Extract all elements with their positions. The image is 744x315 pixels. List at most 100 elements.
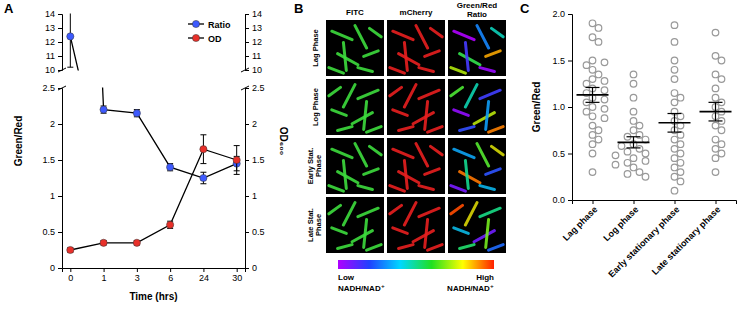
colorbar-label: High xyxy=(476,273,494,282)
tick: Log phase xyxy=(601,200,640,243)
tick: 10 xyxy=(245,65,262,75)
point xyxy=(671,99,678,106)
point xyxy=(677,141,684,148)
tick-label: Late stationary phase xyxy=(650,204,723,277)
tick-mark xyxy=(58,196,62,197)
point xyxy=(718,150,725,157)
tick-mark xyxy=(58,124,62,125)
point xyxy=(589,57,596,64)
tick-label: 14 xyxy=(45,9,55,19)
image-cell xyxy=(387,20,445,76)
tick-mark xyxy=(58,42,62,43)
point xyxy=(630,127,637,134)
tick: 2 xyxy=(50,119,62,129)
point xyxy=(601,106,608,113)
error-bar xyxy=(668,114,682,133)
point xyxy=(612,161,619,168)
error-bar xyxy=(134,110,140,117)
tick: 10 xyxy=(45,65,62,75)
tick: 24 xyxy=(199,268,209,283)
point xyxy=(100,106,107,113)
point xyxy=(642,158,649,165)
point xyxy=(671,22,678,29)
point xyxy=(712,169,719,176)
image-cell xyxy=(387,138,445,194)
point xyxy=(718,57,725,64)
tick: 2.5 xyxy=(245,83,265,93)
tick: 30 xyxy=(232,268,242,283)
tick: 0 xyxy=(68,268,73,283)
tick-mark xyxy=(593,200,594,204)
point xyxy=(167,164,174,171)
row-label: Early Stat.Phase xyxy=(306,148,323,185)
point xyxy=(636,146,643,153)
tick-mark xyxy=(568,154,572,155)
point xyxy=(595,25,602,32)
panel-label: A xyxy=(4,1,14,16)
row-label: Late Stat.Phase xyxy=(306,208,323,242)
tick-mark xyxy=(568,107,572,108)
tick-label: 10 xyxy=(252,65,262,75)
point xyxy=(624,171,631,178)
axis-line xyxy=(246,15,250,71)
tick-label: 3 xyxy=(135,273,140,283)
tick-mark xyxy=(634,200,635,204)
tick-mark xyxy=(568,61,572,62)
tick-label: 0 xyxy=(252,263,257,273)
tick-mark xyxy=(245,42,249,43)
series-line xyxy=(70,88,236,179)
image-cell xyxy=(326,20,384,76)
point xyxy=(636,169,643,176)
point xyxy=(712,146,719,153)
colorbar-label: Low xyxy=(338,273,355,282)
point xyxy=(677,178,684,185)
point xyxy=(630,118,637,125)
point xyxy=(712,29,719,36)
point xyxy=(601,115,608,122)
tick-label: Early stationary phase xyxy=(606,204,681,279)
figure: A00.511.522.500.511.522.5101112131410111… xyxy=(0,0,744,315)
image-cell xyxy=(387,197,445,253)
panel-label: C xyxy=(520,1,530,16)
tick: Late stationary phase xyxy=(650,200,723,277)
axis-line xyxy=(568,15,573,201)
tick-label: 14 xyxy=(252,9,262,19)
tick-mark xyxy=(568,200,572,201)
legend-item: Ratio xyxy=(188,20,231,30)
tick-mark xyxy=(70,268,71,272)
point xyxy=(595,127,602,134)
image-cell xyxy=(326,138,384,194)
axis-break xyxy=(241,68,249,72)
tick-label: 0.5 xyxy=(42,227,55,237)
point xyxy=(133,110,140,117)
y-axis: 0.00.51.01.52.0 xyxy=(552,9,572,205)
axis-line xyxy=(573,201,737,205)
tick: 14 xyxy=(245,9,262,19)
error-bar xyxy=(627,137,641,148)
tick: 2.5 xyxy=(42,83,62,93)
x-axis: 01362430 xyxy=(63,268,246,283)
tick: 12 xyxy=(45,37,62,47)
point xyxy=(671,164,678,171)
point xyxy=(589,141,596,148)
point xyxy=(601,87,608,94)
colorbar xyxy=(338,260,494,269)
x-axis: Lag phaseLog phaseEarly stationary phase… xyxy=(561,200,737,279)
y-axis-title: Green/Red xyxy=(531,82,542,133)
y2-axis-title: OD₆₀₀ xyxy=(278,127,289,156)
error-bar xyxy=(67,14,73,68)
x-axis-title: Time (hrs) xyxy=(129,291,177,302)
tick: 2 xyxy=(245,119,257,129)
tick: 3 xyxy=(135,268,140,283)
point xyxy=(601,78,608,85)
point xyxy=(589,34,596,41)
plot-area xyxy=(67,88,241,254)
tick-mark xyxy=(58,268,62,269)
point xyxy=(671,173,678,180)
legend: RatioOD xyxy=(188,20,231,44)
point xyxy=(583,80,590,87)
point xyxy=(712,71,719,78)
tick-label: 1.5 xyxy=(252,155,265,165)
point xyxy=(712,94,719,101)
error-bar xyxy=(234,146,240,175)
